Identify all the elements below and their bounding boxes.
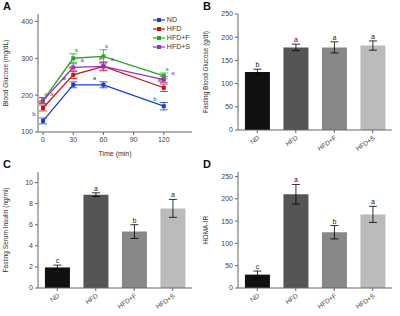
- svg-text:HFD+S: HFD+S: [354, 133, 376, 151]
- svg-text:HFD+F: HFD+F: [116, 292, 137, 310]
- svg-text:a: a: [38, 98, 42, 104]
- html-text:A: A: [3, 0, 11, 12]
- svg-text:10: 10: [25, 179, 33, 186]
- svg-text:b: b: [32, 111, 36, 117]
- svg-text:a: a: [81, 57, 85, 63]
- svg-text:a: a: [93, 75, 97, 81]
- html-text:HFD+S: HFD+S: [166, 43, 190, 50]
- svg-text:ab: ab: [157, 77, 164, 83]
- svg-text:HOMA-IR: HOMA-IR: [202, 216, 209, 244]
- svg-text:100: 100: [21, 128, 33, 135]
- svg-text:b: b: [255, 61, 259, 68]
- svg-text:c: c: [56, 257, 60, 264]
- svg-text:150: 150: [221, 57, 233, 64]
- svg-text:Fasting Serum Insulin (ng/ml): Fasting Serum Insulin (ng/ml): [8, 188, 10, 273]
- svg-text:a: a: [111, 56, 115, 62]
- svg-text:a: a: [69, 64, 73, 70]
- html-text:D: D: [203, 158, 211, 170]
- svg-text:30: 30: [69, 136, 77, 143]
- svg-text:0: 0: [41, 136, 45, 143]
- svg-text:50: 50: [225, 103, 233, 110]
- html-text:ND: ND: [166, 16, 177, 23]
- svg-text:a: a: [294, 36, 298, 43]
- svg-text:a: a: [44, 91, 48, 97]
- svg-text:a: a: [171, 191, 175, 198]
- svg-text:250: 250: [221, 173, 233, 180]
- html-text:C: C: [3, 158, 11, 170]
- svg-text:a: a: [63, 75, 67, 81]
- svg-text:a: a: [50, 91, 54, 97]
- svg-text:100: 100: [221, 240, 233, 247]
- svg-text:Blood Glucose (mg/dL): Blood Glucose (mg/dL): [8, 40, 10, 106]
- html-text:B: B: [203, 0, 211, 12]
- svg-text:0: 0: [29, 284, 33, 291]
- svg-text:6: 6: [29, 221, 33, 228]
- svg-text:HFD: HFD: [84, 292, 99, 306]
- svg-text:120: 120: [158, 136, 170, 143]
- svg-text:HFD+S: HFD+S: [354, 291, 376, 309]
- svg-text:ND: ND: [49, 292, 61, 303]
- svg-text:a: a: [165, 66, 169, 72]
- svg-text:Time (min): Time (min): [98, 150, 131, 158]
- svg-text:200: 200: [221, 195, 233, 202]
- svg-text:a: a: [94, 185, 98, 192]
- svg-text:c: c: [256, 263, 260, 270]
- svg-text:150: 150: [221, 218, 233, 225]
- svg-text:b: b: [132, 217, 136, 224]
- svg-text:a: a: [294, 176, 298, 183]
- svg-text:4: 4: [29, 242, 33, 249]
- svg-text:a: a: [75, 47, 79, 53]
- svg-text:400: 400: [21, 18, 33, 25]
- html-text:HFD: HFD: [166, 25, 182, 32]
- svg-text:100: 100: [221, 80, 233, 87]
- svg-text:50: 50: [225, 262, 233, 269]
- svg-text:90: 90: [130, 136, 138, 143]
- svg-text:HFD+F: HFD+F: [316, 134, 337, 152]
- svg-text:a: a: [371, 33, 375, 40]
- svg-text:60: 60: [100, 136, 108, 143]
- svg-text:0: 0: [229, 126, 233, 133]
- svg-text:b: b: [153, 96, 157, 102]
- svg-text:HFD: HFD: [284, 292, 299, 306]
- svg-text:b: b: [332, 218, 336, 225]
- svg-text:a: a: [105, 43, 109, 49]
- svg-text:0: 0: [229, 284, 233, 291]
- svg-text:200: 200: [221, 34, 233, 41]
- html-text:HFD+F: HFD+F: [166, 34, 190, 41]
- svg-text:300: 300: [21, 55, 33, 62]
- svg-text:ND: ND: [249, 134, 261, 145]
- svg-text:HFD+F: HFD+F: [316, 292, 337, 310]
- svg-text:200: 200: [21, 92, 33, 99]
- svg-text:a: a: [371, 198, 375, 205]
- svg-text:a: a: [171, 70, 175, 76]
- svg-text:ND: ND: [249, 292, 261, 303]
- svg-text:8: 8: [29, 200, 33, 207]
- svg-text:HFD: HFD: [284, 134, 299, 148]
- svg-text:HFD+S: HFD+S: [154, 291, 176, 309]
- svg-text:2: 2: [29, 263, 33, 270]
- svg-text:250: 250: [221, 10, 233, 17]
- svg-text:a: a: [332, 34, 336, 41]
- svg-text:Fasting Blood Glucose (g/dl): Fasting Blood Glucose (g/dl): [202, 31, 210, 113]
- svg-text:a: a: [99, 55, 103, 61]
